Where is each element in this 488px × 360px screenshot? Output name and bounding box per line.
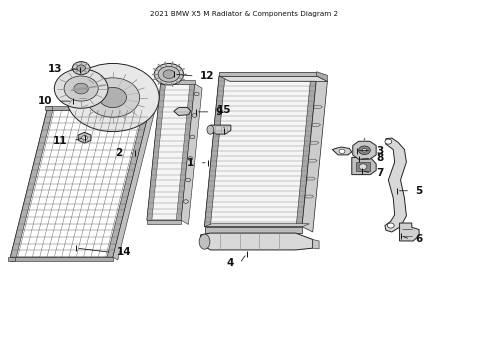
Polygon shape: [44, 107, 52, 110]
Polygon shape: [351, 157, 375, 175]
Text: 2021 BMW X5 M Radiator & Components Diagram 2: 2021 BMW X5 M Radiator & Components Diag…: [150, 11, 338, 17]
Polygon shape: [47, 107, 149, 110]
Polygon shape: [10, 110, 53, 257]
Polygon shape: [173, 108, 190, 116]
Circle shape: [77, 65, 85, 71]
Circle shape: [86, 78, 140, 117]
Circle shape: [99, 87, 126, 108]
Polygon shape: [331, 147, 351, 155]
Polygon shape: [10, 110, 149, 257]
Circle shape: [189, 135, 194, 139]
Polygon shape: [399, 223, 418, 241]
Circle shape: [386, 223, 393, 228]
Polygon shape: [160, 80, 194, 84]
Polygon shape: [210, 125, 230, 134]
Polygon shape: [176, 84, 194, 220]
Circle shape: [384, 139, 391, 144]
Circle shape: [338, 149, 344, 153]
Circle shape: [163, 70, 174, 78]
Text: 4: 4: [226, 258, 233, 268]
Polygon shape: [312, 239, 319, 249]
Circle shape: [361, 148, 366, 152]
Bar: [355, 162, 369, 171]
Polygon shape: [316, 72, 327, 81]
Ellipse shape: [199, 234, 209, 249]
Circle shape: [54, 69, 108, 108]
Text: 13: 13: [47, 64, 62, 74]
Text: 3: 3: [375, 145, 383, 156]
Polygon shape: [312, 123, 320, 126]
Polygon shape: [305, 195, 313, 198]
Polygon shape: [204, 226, 302, 233]
Polygon shape: [302, 76, 327, 232]
Polygon shape: [147, 84, 194, 220]
Polygon shape: [352, 141, 375, 159]
Polygon shape: [219, 76, 327, 81]
Circle shape: [66, 63, 159, 132]
Polygon shape: [200, 233, 312, 250]
Polygon shape: [204, 76, 316, 226]
Polygon shape: [384, 138, 406, 232]
Text: 5: 5: [414, 186, 422, 196]
Polygon shape: [181, 84, 202, 225]
Text: 6: 6: [414, 234, 422, 244]
Text: 7: 7: [375, 168, 383, 178]
Polygon shape: [107, 110, 149, 257]
Ellipse shape: [206, 125, 213, 134]
Circle shape: [74, 83, 88, 94]
Circle shape: [183, 200, 188, 203]
Polygon shape: [204, 76, 224, 226]
Circle shape: [185, 178, 190, 182]
Text: 2: 2: [115, 148, 122, 158]
Polygon shape: [113, 110, 154, 260]
Circle shape: [154, 63, 183, 85]
Polygon shape: [8, 257, 15, 261]
Circle shape: [194, 92, 199, 96]
Polygon shape: [308, 159, 316, 162]
Text: 15: 15: [216, 105, 231, 116]
Polygon shape: [310, 141, 318, 144]
Circle shape: [358, 164, 366, 170]
Polygon shape: [10, 257, 113, 261]
Text: 12: 12: [199, 71, 214, 81]
Polygon shape: [147, 220, 181, 225]
Polygon shape: [296, 76, 316, 226]
Circle shape: [192, 114, 197, 117]
Text: 1: 1: [186, 158, 193, 168]
Polygon shape: [219, 72, 316, 76]
Circle shape: [81, 135, 87, 140]
Circle shape: [187, 157, 192, 160]
Polygon shape: [306, 177, 315, 180]
Polygon shape: [313, 105, 322, 108]
Text: 11: 11: [52, 136, 67, 145]
Polygon shape: [147, 84, 165, 220]
Circle shape: [158, 66, 179, 82]
Text: 8: 8: [375, 153, 383, 163]
Polygon shape: [204, 224, 309, 226]
Text: 14: 14: [117, 247, 131, 257]
Circle shape: [64, 76, 98, 101]
Text: 10: 10: [38, 96, 52, 106]
Circle shape: [72, 62, 90, 75]
Circle shape: [358, 146, 369, 154]
Text: 9: 9: [215, 107, 222, 117]
